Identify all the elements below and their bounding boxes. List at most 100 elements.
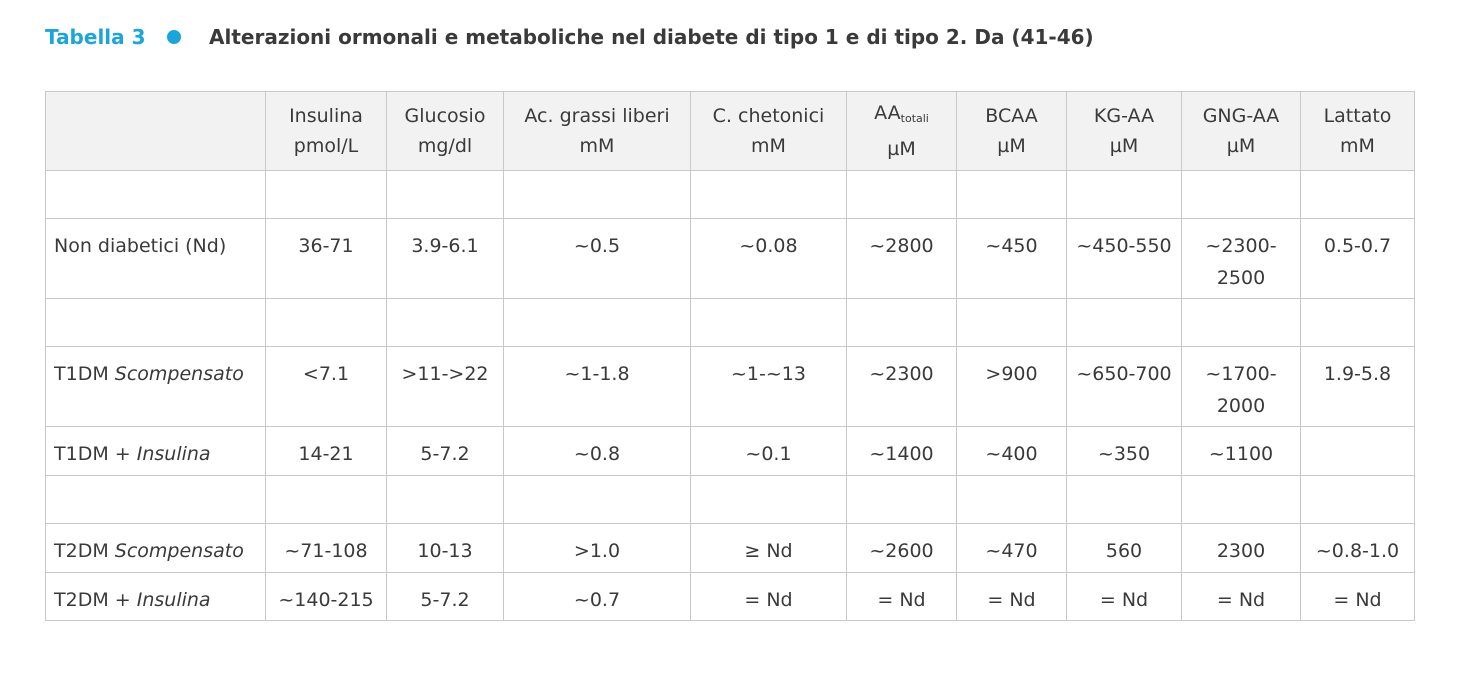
data-row: T2DM + Insulina ~140-215 5-7.2 ~0.7 = Nd = Nd… [45, 572, 1415, 621]
row-label: T2DM + Insulina [45, 572, 266, 621]
value-cell: 1.9-5.8 [1300, 346, 1415, 427]
row-label-text: T2DM + [54, 589, 131, 611]
value-cell: ~0.1 [690, 426, 847, 476]
value-cell: = Nd [846, 572, 957, 621]
column-name: BCAA [957, 101, 1066, 131]
column-name-text: GNG-AA [1202, 105, 1280, 127]
column-name-text: Ac. grassi liberi [524, 105, 670, 127]
value-cell: ~2600 [846, 523, 957, 573]
row-label: T1DM Scompensato [45, 346, 266, 427]
column-subscript: totali [900, 112, 929, 125]
column-name-text: C. chetonici [712, 105, 825, 127]
row-label-text: Non diabetici (Nd) [54, 235, 227, 257]
value-cell: = Nd [690, 572, 847, 621]
data-table: Insulina pmol/L Glucosio mg/dl Ac. grassi li… [45, 91, 1415, 621]
header-cell: GNG-AA µM [1181, 91, 1301, 171]
value-cell: = Nd [956, 572, 1067, 621]
value-cell: ~0.08 [690, 218, 847, 299]
column-name-text: BCAA [985, 105, 1038, 127]
row-label: Non diabetici (Nd) [45, 218, 266, 299]
column-name: AAtotali [847, 98, 956, 134]
empty-cell [1300, 475, 1415, 524]
empty-cell [386, 298, 504, 347]
header-cell: C. chetonici mM [690, 91, 847, 171]
header-cell: Insulina pmol/L [265, 91, 387, 171]
header-cell: BCAA µM [956, 91, 1067, 171]
column-unit: µM [887, 138, 916, 160]
empty-cell [265, 475, 387, 524]
value-cell: 10-13 [386, 523, 504, 573]
value-cell: 0.5-0.7 [1300, 218, 1415, 299]
empty-cell [386, 170, 504, 219]
header-cell: KG-AA µM [1066, 91, 1182, 171]
header-cell: Lattato mM [1300, 91, 1415, 171]
data-row: Non diabetici (Nd) 36-71 3.9-6.1 ~0.5 ~0.08 ~… [45, 218, 1415, 299]
value-cell: 36-71 [265, 218, 387, 299]
column-name: GNG-AA [1182, 101, 1300, 131]
column-unit: µM [1109, 135, 1139, 157]
column-name-text: AA [874, 102, 901, 124]
bullet [167, 30, 181, 44]
value-cell: ~0.7 [503, 572, 691, 621]
value-cell: ~71-108 [265, 523, 387, 573]
empty-cell [1300, 298, 1415, 347]
header-cell: Glucosio mg/dl [386, 91, 504, 171]
row-label-text: T1DM [54, 363, 109, 385]
value-cell: = Nd [1181, 572, 1301, 621]
value-cell: ~2300-2500 [1181, 218, 1301, 299]
spacer-row [45, 170, 1415, 219]
data-row: T2DM Scompensato ~71-108 10-13 >1.0 ≥ Nd ~260… [45, 523, 1415, 573]
column-name: KG-AA [1067, 101, 1181, 131]
column-unit: mM [579, 135, 615, 157]
empty-cell [45, 475, 266, 524]
spacer-row [45, 298, 1415, 347]
empty-cell [503, 475, 691, 524]
value-cell: ~1100 [1181, 426, 1301, 476]
empty-cell [956, 170, 1067, 219]
empty-cell [1066, 475, 1182, 524]
header-cell: AAtotali µM [846, 91, 957, 171]
column-name-text: KG-AA [1093, 105, 1155, 127]
column-name: C. chetonici [691, 101, 846, 131]
row-label-text: T2DM [54, 540, 109, 562]
value-cell: >900 [956, 346, 1067, 427]
empty-cell [956, 475, 1067, 524]
empty-cell [690, 170, 847, 219]
empty-cell [1300, 170, 1415, 219]
value-cell: ~2300 [846, 346, 957, 427]
value-cell: ~140-215 [265, 572, 387, 621]
value-cell: 14-21 [265, 426, 387, 476]
value-cell: ~1400 [846, 426, 957, 476]
value-cell: 560 [1066, 523, 1182, 573]
value-cell: <7.1 [265, 346, 387, 427]
empty-cell [690, 298, 847, 347]
value-cell: ~470 [956, 523, 1067, 573]
value-cell: ~650-700 [1066, 346, 1182, 427]
value-cell: = Nd [1066, 572, 1182, 621]
column-unit: mg/dl [417, 135, 473, 157]
spacer-row [45, 475, 1415, 524]
value-cell: ~0.8 [503, 426, 691, 476]
column-unit: pmol/L [293, 135, 359, 157]
table-label: Tabella 3 [45, 25, 146, 49]
empty-cell [503, 298, 691, 347]
value-cell: ~400 [956, 426, 1067, 476]
empty-cell [690, 475, 847, 524]
header-row: Insulina pmol/L Glucosio mg/dl Ac. grassi li… [45, 91, 1415, 171]
value-cell: ~450 [956, 218, 1067, 299]
value-cell: >11->22 [386, 346, 504, 427]
value-cell [1300, 426, 1415, 476]
data-row: T1DM + Insulina 14-21 5-7.2 ~0.8 ~0.1 ~1400 ~4… [45, 426, 1415, 476]
column-name-text: Glucosio [404, 105, 486, 127]
row-label-italic: Scompensato [114, 540, 244, 562]
value-cell: ≥ Nd [690, 523, 847, 573]
column-name-text: Insulina [289, 105, 363, 127]
column-unit: µM [1226, 135, 1256, 157]
value-cell: ~1-1.8 [503, 346, 691, 427]
value-cell: ~350 [1066, 426, 1182, 476]
row-label-italic: Insulina [136, 443, 211, 465]
column-unit: µM [997, 135, 1026, 157]
column-unit: mM [751, 135, 786, 157]
value-cell: ~2800 [846, 218, 957, 299]
value-cell: ~1700-2000 [1181, 346, 1301, 427]
